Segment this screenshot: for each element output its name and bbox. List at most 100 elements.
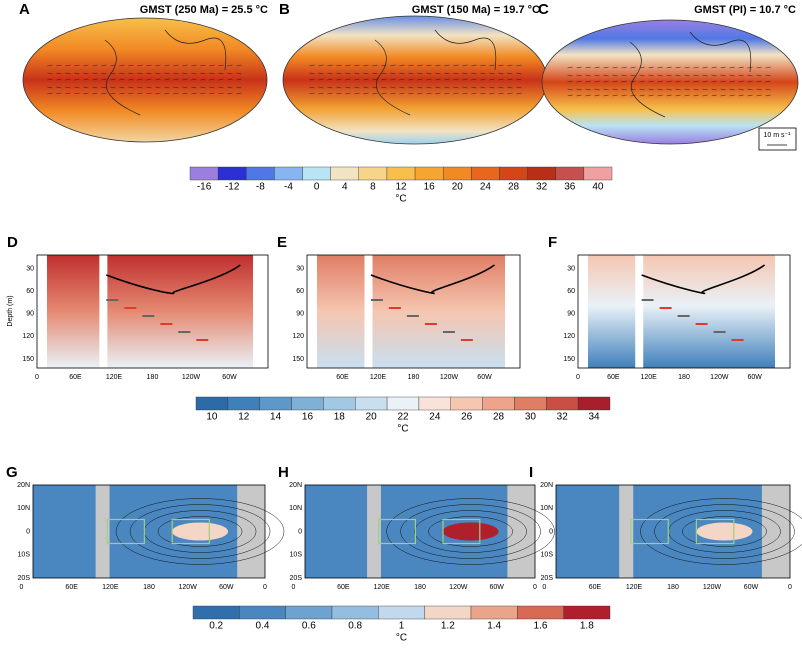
wind-arrow: [218, 72, 224, 75]
wind-arrow: [489, 86, 495, 89]
colorbar-swatch: [239, 605, 286, 620]
map: [22, 17, 268, 143]
wind-arrow: [309, 92, 315, 95]
x-tick-label: 60E: [607, 374, 620, 381]
wind-arrow: [747, 66, 753, 69]
wind-arrow: [711, 74, 717, 77]
wind-arrow: [576, 94, 582, 97]
wind-arrow: [621, 74, 627, 77]
land: [507, 485, 535, 578]
wind-arrow: [516, 92, 522, 95]
panel-title: GMST (250 Ma) = 25.5 °C: [140, 4, 268, 16]
wind-arrow: [227, 86, 233, 89]
wind-arrow: [639, 94, 645, 97]
wind-arrow: [426, 64, 432, 67]
wind-arrow: [381, 72, 387, 75]
colorbar-swatch: [195, 396, 229, 411]
wind-arrow: [594, 74, 600, 77]
wind-arrow: [227, 78, 233, 81]
wind-arrow: [110, 92, 116, 95]
colorbar-tick-label: -4: [284, 182, 293, 193]
wind-arrow: [603, 66, 609, 69]
wind-arrow: [738, 80, 744, 83]
colorbar-tick-label: 30: [525, 412, 537, 423]
wind-arrow: [155, 78, 161, 81]
colorbar-swatch: [259, 396, 292, 411]
wind-arrow: [65, 92, 71, 95]
wind-arrow: [666, 88, 672, 91]
wind-arrow: [729, 74, 735, 77]
contour: [115, 498, 285, 565]
wind-arrow: [702, 66, 708, 69]
wind-arrow: [462, 64, 468, 67]
depth-tick-label: 90: [296, 311, 304, 318]
x-tick-label: 180: [147, 374, 159, 381]
colorbar-tick-label: 1.2: [441, 621, 455, 632]
colorbar-tick-label: 32: [536, 182, 548, 193]
x-tick-label: 120W: [440, 374, 459, 381]
contour: [428, 516, 513, 547]
wind-arrow: [56, 78, 62, 81]
wind-arrow: [336, 92, 342, 95]
wind-arrow: [345, 92, 351, 95]
wind-arrow: [345, 64, 351, 67]
wind-arrow: [327, 78, 333, 81]
wind-arrow: [164, 72, 170, 75]
wind-arrow: [363, 78, 369, 81]
wind-arrow: [56, 72, 62, 75]
wind-arrow: [182, 92, 188, 95]
wind-arrow: [444, 78, 450, 81]
x-tick-label: 0: [576, 374, 580, 381]
wind-arrow: [594, 88, 600, 91]
wind-arrow: [657, 88, 663, 91]
coastline: [104, 29, 227, 116]
colorbar-swatch: [527, 166, 556, 181]
wind-legend-box: [758, 127, 797, 151]
panel-label: G: [6, 464, 18, 481]
wind-arrow: [567, 74, 573, 77]
wind-arrow: [218, 92, 224, 95]
wind-arrow: [83, 72, 89, 75]
wind-arrow: [327, 64, 333, 67]
lat-tick-label: 0: [298, 528, 302, 535]
wind-arrow: [191, 86, 197, 89]
wind-arrow: [336, 78, 342, 81]
wind-arrow: [354, 86, 360, 89]
wind-arrow: [318, 92, 324, 95]
x-tick-label: 120E: [373, 584, 390, 591]
colorbar-tick-label: 20: [366, 412, 378, 423]
wind-arrow: [164, 64, 170, 67]
land: [237, 485, 265, 578]
thermocline: [641, 264, 766, 295]
wind-arrow: [191, 72, 197, 75]
wind-arrow: [173, 92, 179, 95]
wind-arrow: [354, 92, 360, 95]
colorbar-swatch: [192, 605, 240, 620]
wind-arrow: [119, 64, 125, 67]
colorbar-swatch: [514, 396, 547, 411]
wind-arrow: [56, 64, 62, 67]
wind-arrow: [101, 92, 107, 95]
land-gap: [635, 255, 644, 368]
wind-arrow: [489, 72, 495, 75]
wind-arrow: [657, 66, 663, 69]
wind-arrow: [462, 72, 468, 75]
lat-tick-label: 10N: [289, 505, 302, 512]
wind-arrow: [65, 64, 71, 67]
wind-arrow: [720, 74, 726, 77]
wind-arrow: [56, 86, 62, 89]
x-tick-label: 120W: [182, 374, 201, 381]
contour: [157, 516, 243, 547]
wind-arrow: [594, 66, 600, 69]
wind-arrow: [675, 80, 681, 83]
colorbar-tick-label: 34: [589, 412, 601, 423]
wind-arrow: [585, 74, 591, 77]
depth-tick-label: 60: [296, 288, 304, 295]
wind-arrow: [648, 74, 654, 77]
wind-arrow: [200, 86, 206, 89]
wind-arrow: [164, 92, 170, 95]
wind-arrow: [684, 74, 690, 77]
panel-label: H: [278, 464, 289, 481]
wind-arrow: [621, 94, 627, 97]
wind-arrow: [128, 64, 134, 67]
